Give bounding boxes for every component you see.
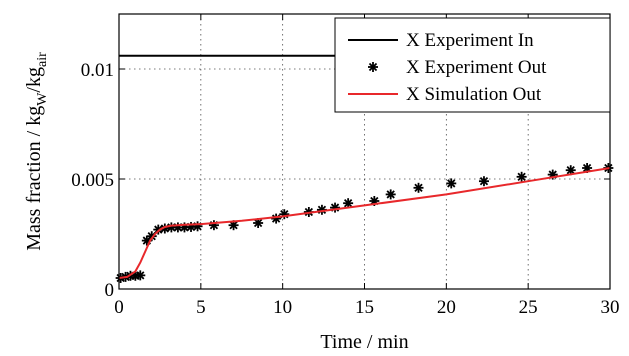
x-tick-label: 20: [437, 297, 456, 318]
marker-stroke: [566, 166, 575, 175]
series-layer: [115, 54, 614, 283]
y-tick-label: 0.005: [71, 170, 114, 191]
marker-stroke: [517, 172, 526, 181]
legend-label-experiment-out: X Experiment Out: [406, 57, 547, 78]
data-point-x-experiment-out: [159, 223, 170, 234]
data-point-x-experiment-out: [343, 198, 354, 209]
x-tick-label: 5: [196, 297, 206, 318]
data-point-x-experiment-out: [516, 171, 527, 182]
marker-stroke: [386, 190, 395, 199]
marker-stroke: [447, 179, 456, 188]
data-point-x-experiment-out: [192, 221, 203, 232]
marker-stroke: [136, 271, 145, 280]
data-point-x-experiment-out: [385, 189, 396, 200]
y-tick-label: 0.01: [81, 60, 114, 81]
data-point-x-experiment-out: [135, 270, 146, 281]
data-point-x-experiment-out: [271, 213, 282, 224]
legend: X Experiment In X Experiment Out X Simul…: [334, 17, 611, 113]
marker-stroke: [479, 177, 489, 186]
legend-swatch-experiment-out: [368, 62, 378, 72]
x-tick-label: 0: [114, 297, 124, 318]
legend-label-simulation-out: X Simulation Out: [406, 84, 542, 105]
legend-marker-asterisk: [368, 62, 378, 72]
data-point-x-experiment-out: [208, 220, 219, 231]
marker-stroke: [414, 183, 423, 192]
y-tick-label: 0: [105, 280, 115, 301]
x-tick-label: 15: [355, 297, 374, 318]
y-axis-label-mid: /kg: [23, 67, 45, 93]
legend-box: [334, 17, 611, 113]
marker-stroke: [370, 196, 379, 206]
data-point-x-experiment-out: [413, 182, 424, 193]
data-point-x-experiment-out: [446, 178, 457, 189]
x-tick-label: 25: [519, 297, 538, 318]
marker-stroke: [368, 62, 378, 72]
ticks: 0 5 10 15 20 25 30 0 0.005 0.01: [71, 14, 620, 318]
x-tick-label: 10: [273, 297, 292, 318]
data-point-x-experiment-out: [279, 209, 290, 220]
marker-stroke: [343, 199, 353, 208]
y-axis-label-sub2: air: [35, 52, 50, 67]
y-axis-label-base: Mass fraction / kg: [23, 106, 45, 251]
marker-stroke: [253, 218, 263, 228]
data-point-x-experiment-out: [330, 202, 341, 213]
data-point-x-experiment-out: [478, 176, 489, 187]
marker-stroke: [229, 221, 238, 230]
legend-label-experiment-in: X Experiment In: [406, 30, 534, 51]
series-line-x-simulation-out: [118, 167, 611, 279]
x-axis-label: Time / min: [320, 331, 408, 353]
marker-stroke: [582, 163, 592, 173]
y-axis-label: Mass fraction / kgW/kgair: [23, 52, 50, 251]
y-axis-label-sub1: W: [35, 92, 50, 106]
x-tick-label: 30: [601, 297, 620, 318]
